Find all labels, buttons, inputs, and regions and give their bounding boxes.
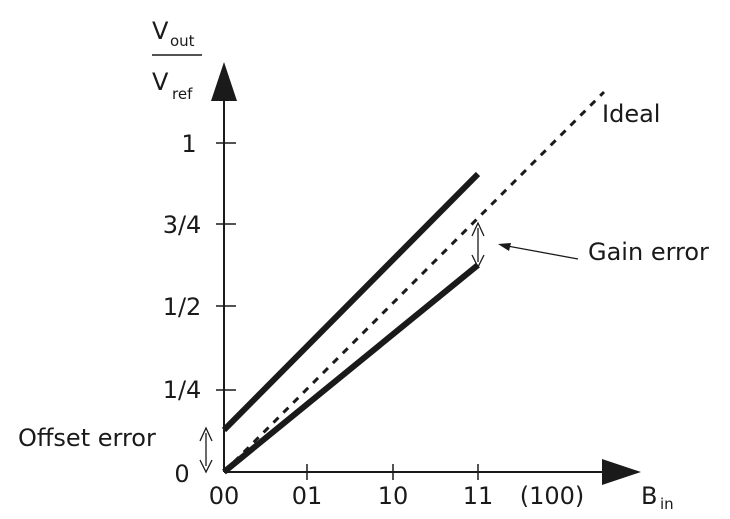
y-tick-label-1-2: 1/2 — [163, 293, 202, 321]
x-tick-label-01: 01 — [292, 482, 323, 510]
gain-error-arrowhead-bottom — [471, 254, 485, 269]
offset-error-label: Offset error — [18, 424, 156, 452]
x-label-sub: in — [660, 495, 674, 513]
offset-error-arrowhead-bottom — [199, 459, 213, 474]
x-tick-label-00: 00 — [209, 482, 240, 510]
gain-error-pointer-head — [498, 243, 511, 251]
y-tick-label-0: 0 — [174, 460, 189, 488]
y-label-denominator-sub: ref — [172, 85, 193, 103]
y-tick-label-1: 1 — [181, 130, 196, 158]
x-tick-label-100: (100) — [520, 482, 585, 510]
offset-error-arrowhead-top — [199, 426, 213, 442]
ideal-label: Ideal — [602, 100, 660, 128]
offset-error-line — [221, 171, 481, 433]
y-label-numerator-main: V — [152, 17, 169, 45]
gain-error-line — [222, 262, 480, 475]
y-label-numerator-sub: out — [170, 32, 195, 50]
x-axis-arrowhead — [602, 459, 641, 485]
y-axis-arrowhead — [211, 62, 237, 101]
x-label-main: B — [641, 482, 657, 510]
y-tick-label-1-4: 1/4 — [163, 376, 202, 404]
x-tick-label-11: 11 — [463, 482, 494, 510]
y-label-denominator-main: V — [152, 68, 169, 96]
ideal-line — [222, 90, 606, 474]
x-tick-label-10: 10 — [378, 482, 409, 510]
gain-error-pointer — [501, 244, 579, 260]
y-tick-label-3-4: 3/4 — [163, 211, 202, 239]
gain-error-label: Gain error — [588, 238, 709, 266]
gain-error-arrowhead-top — [471, 221, 485, 237]
